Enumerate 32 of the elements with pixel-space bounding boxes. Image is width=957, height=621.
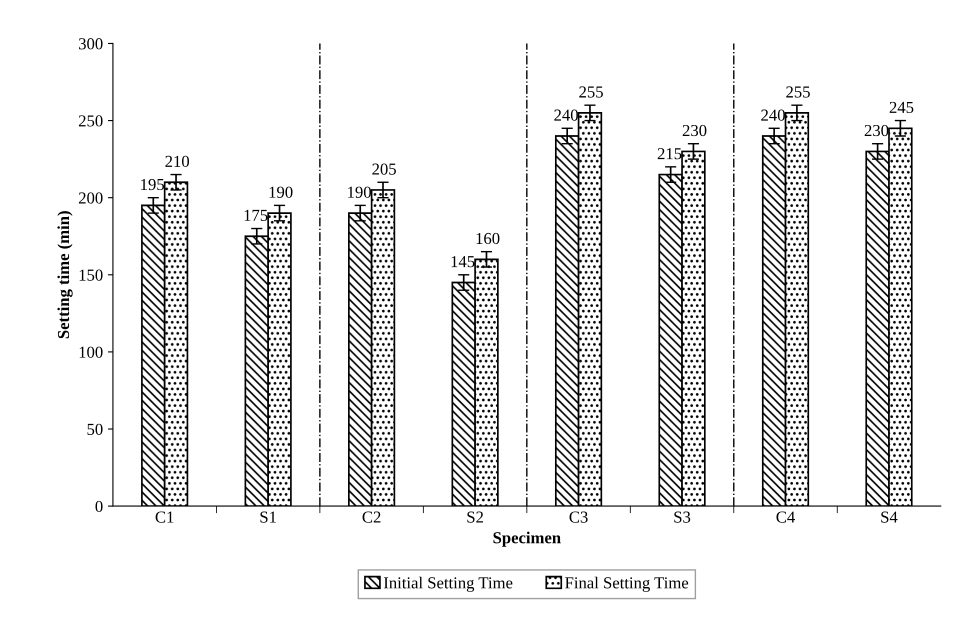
- y-tick-label: 50: [88, 424, 103, 435]
- y-axis-title: Setting time (min): [57, 211, 73, 338]
- x-tick-label: C4: [776, 512, 795, 523]
- data-label: 230: [682, 124, 706, 136]
- x-axis-title: Specimen: [493, 532, 561, 547]
- x-tick-label: S3: [674, 512, 690, 523]
- data-label: 240: [554, 109, 578, 121]
- x-tick-label: C2: [362, 512, 380, 523]
- data-label: 175: [244, 210, 268, 221]
- data-label: 190: [270, 186, 293, 198]
- data-label: 190: [348, 186, 371, 198]
- legend-label: Initial Setting Time: [384, 576, 512, 592]
- y-tick-label: 150: [80, 269, 103, 281]
- y-tick-label: 300: [79, 38, 103, 50]
- y-tick-label: 100: [80, 346, 103, 358]
- data-label: 255: [579, 86, 603, 98]
- y-tick-label: 0: [96, 500, 103, 512]
- data-label: 210: [165, 156, 190, 167]
- y-tick-label: 250: [78, 115, 103, 127]
- x-tick-label: S1: [260, 512, 276, 523]
- data-label: 255: [786, 86, 810, 98]
- data-label: 245: [890, 102, 914, 114]
- x-tick-label: S4: [881, 512, 898, 523]
- x-tick-label: S2: [467, 512, 483, 523]
- y-tick-label: 200: [78, 192, 103, 204]
- legend-label: Final Setting Time: [565, 576, 688, 592]
- data-label: 205: [372, 163, 396, 175]
- x-tick-label: C3: [570, 512, 588, 523]
- data-label: 160: [476, 232, 500, 244]
- data-label: 145: [452, 256, 474, 268]
- x-tick-label: C1: [156, 512, 174, 523]
- data-label: 195: [141, 178, 164, 190]
